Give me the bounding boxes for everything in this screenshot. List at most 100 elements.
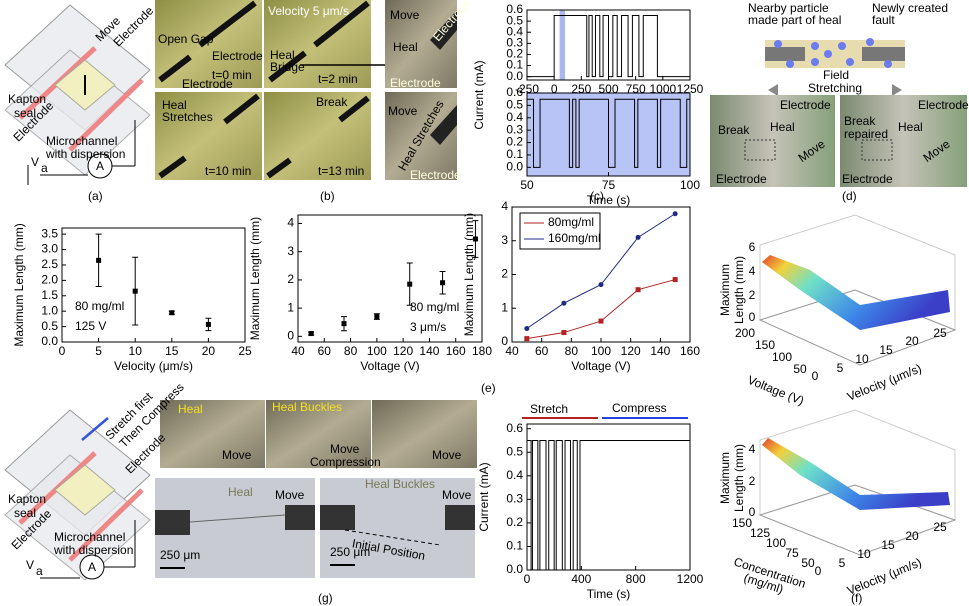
x-tick-label: 100 — [367, 344, 387, 358]
y-tick-label: 2 — [287, 272, 294, 286]
label: Heal — [898, 120, 923, 134]
x-tick-label: 160 — [446, 344, 466, 358]
x-tick-label: 1200 — [677, 572, 704, 586]
schematic-d — [710, 38, 967, 187]
tick-label: 125 — [750, 526, 770, 540]
photo-panel-g — [155, 400, 688, 578]
tick-label: 10 — [855, 352, 869, 366]
x-tick-label: 10 — [129, 344, 143, 358]
label: t=0 min — [212, 68, 252, 82]
label: Heal — [228, 485, 253, 499]
annotation: 80 mg/ml — [410, 300, 459, 314]
marker — [524, 326, 530, 331]
tick-label: 20 — [905, 529, 919, 543]
plot-frame — [526, 423, 691, 571]
label: Stretching — [808, 81, 862, 95]
label: t=13 min — [318, 164, 364, 178]
y-tick-label: 0.5 — [506, 13, 523, 27]
x-tick-label: 80 — [565, 344, 579, 358]
label: Break — [844, 114, 876, 128]
label: A — [88, 560, 96, 574]
label: t=10 min — [205, 164, 251, 178]
line — [526, 279, 676, 340]
label: a — [41, 161, 48, 175]
y-tick-label: 1 — [501, 300, 508, 314]
marker — [407, 281, 413, 287]
x-tick-label: 160 — [680, 344, 700, 358]
y-tick-label: 0.2 — [506, 515, 523, 529]
device-diagram-a — [4, 4, 151, 185]
label: Heal — [770, 120, 795, 134]
tick-label: 2 — [749, 474, 756, 488]
label: (e) — [481, 381, 496, 395]
y-tick-label: 0.5 — [506, 98, 523, 112]
x-axis-label: Time (s) — [587, 587, 631, 601]
plot-frame — [511, 206, 691, 343]
y-tick-label: 0 — [287, 329, 294, 343]
label: Velocity (μm/s) — [845, 555, 923, 598]
plot-frame — [526, 92, 691, 177]
marker — [374, 314, 380, 320]
tick-label: 4 — [749, 442, 756, 456]
x-tick-label: 80 — [344, 344, 358, 358]
label: Electrode — [212, 49, 263, 63]
x-tick-label: 120 — [621, 344, 641, 358]
label: Nearby particle — [748, 1, 829, 15]
y-tick-label: 0.1 — [506, 539, 523, 553]
y-tick-label: 0.2 — [506, 135, 523, 149]
label: (a) — [88, 189, 103, 203]
x-tick-label: 60 — [318, 344, 332, 358]
label: 250 μm — [330, 545, 370, 559]
label: Open Gap — [158, 32, 214, 46]
label: V — [26, 558, 34, 572]
label: Maximum — [718, 264, 732, 316]
tick-label: 0 — [815, 564, 822, 578]
line — [527, 98, 690, 168]
label: Heal — [178, 402, 203, 416]
tick-label: 150 — [755, 338, 775, 352]
label: Heal — [270, 48, 295, 62]
x-tick-label: 120 — [393, 344, 413, 358]
marker — [561, 330, 567, 336]
label: Microchannel — [54, 530, 125, 544]
y-tick-label: 0.1 — [506, 147, 523, 161]
plot-frame — [526, 9, 691, 81]
label: (g) — [318, 591, 333, 605]
label: 250 μm — [160, 548, 200, 562]
label: seal — [14, 506, 36, 520]
y-tick-label: 0.4 — [506, 468, 523, 482]
x-axis-label: Voltage (V) — [360, 359, 419, 373]
label: Field — [823, 68, 849, 82]
x-tick-label: 50 — [520, 178, 534, 192]
annotation: Compress — [612, 401, 667, 415]
y-tick-label: 3 — [501, 233, 508, 247]
plot-frame — [297, 214, 483, 343]
label: Kapton — [8, 492, 46, 506]
legend-box — [519, 212, 601, 250]
annotation: Stretch — [530, 402, 568, 416]
tick-label: 150 — [732, 516, 752, 530]
tick-label: 50 — [801, 556, 815, 570]
y-tick-label: 0.5 — [41, 319, 58, 333]
x-tick-label: 140 — [650, 344, 670, 358]
x-tick-label: 0 — [524, 572, 531, 586]
line — [527, 439, 690, 571]
x-tick-label: 60 — [535, 344, 549, 358]
marker — [598, 318, 604, 324]
x-tick-label: 100 — [680, 178, 700, 192]
tick-label: 100 — [772, 350, 792, 364]
y-tick-label: 0 — [501, 334, 508, 348]
y-axis-label: Maximum Length (mm) — [248, 217, 262, 340]
annotation: 3 μm/s — [410, 320, 446, 334]
label: V — [31, 155, 39, 169]
label: Break — [718, 123, 750, 137]
y-tick-label: 0.6 — [506, 85, 523, 99]
y-axis-label: Current (mA) — [477, 462, 491, 531]
tick-label: 200 — [735, 326, 755, 340]
y-tick-label: 2.0 — [41, 273, 58, 287]
y-tick-label: 1.5 — [41, 288, 58, 302]
tick-label: 0 — [749, 310, 756, 324]
y-tick-label: 0.6 — [506, 421, 523, 435]
x-tick-label: 400 — [571, 572, 591, 586]
label: Length (mm) — [732, 256, 746, 324]
